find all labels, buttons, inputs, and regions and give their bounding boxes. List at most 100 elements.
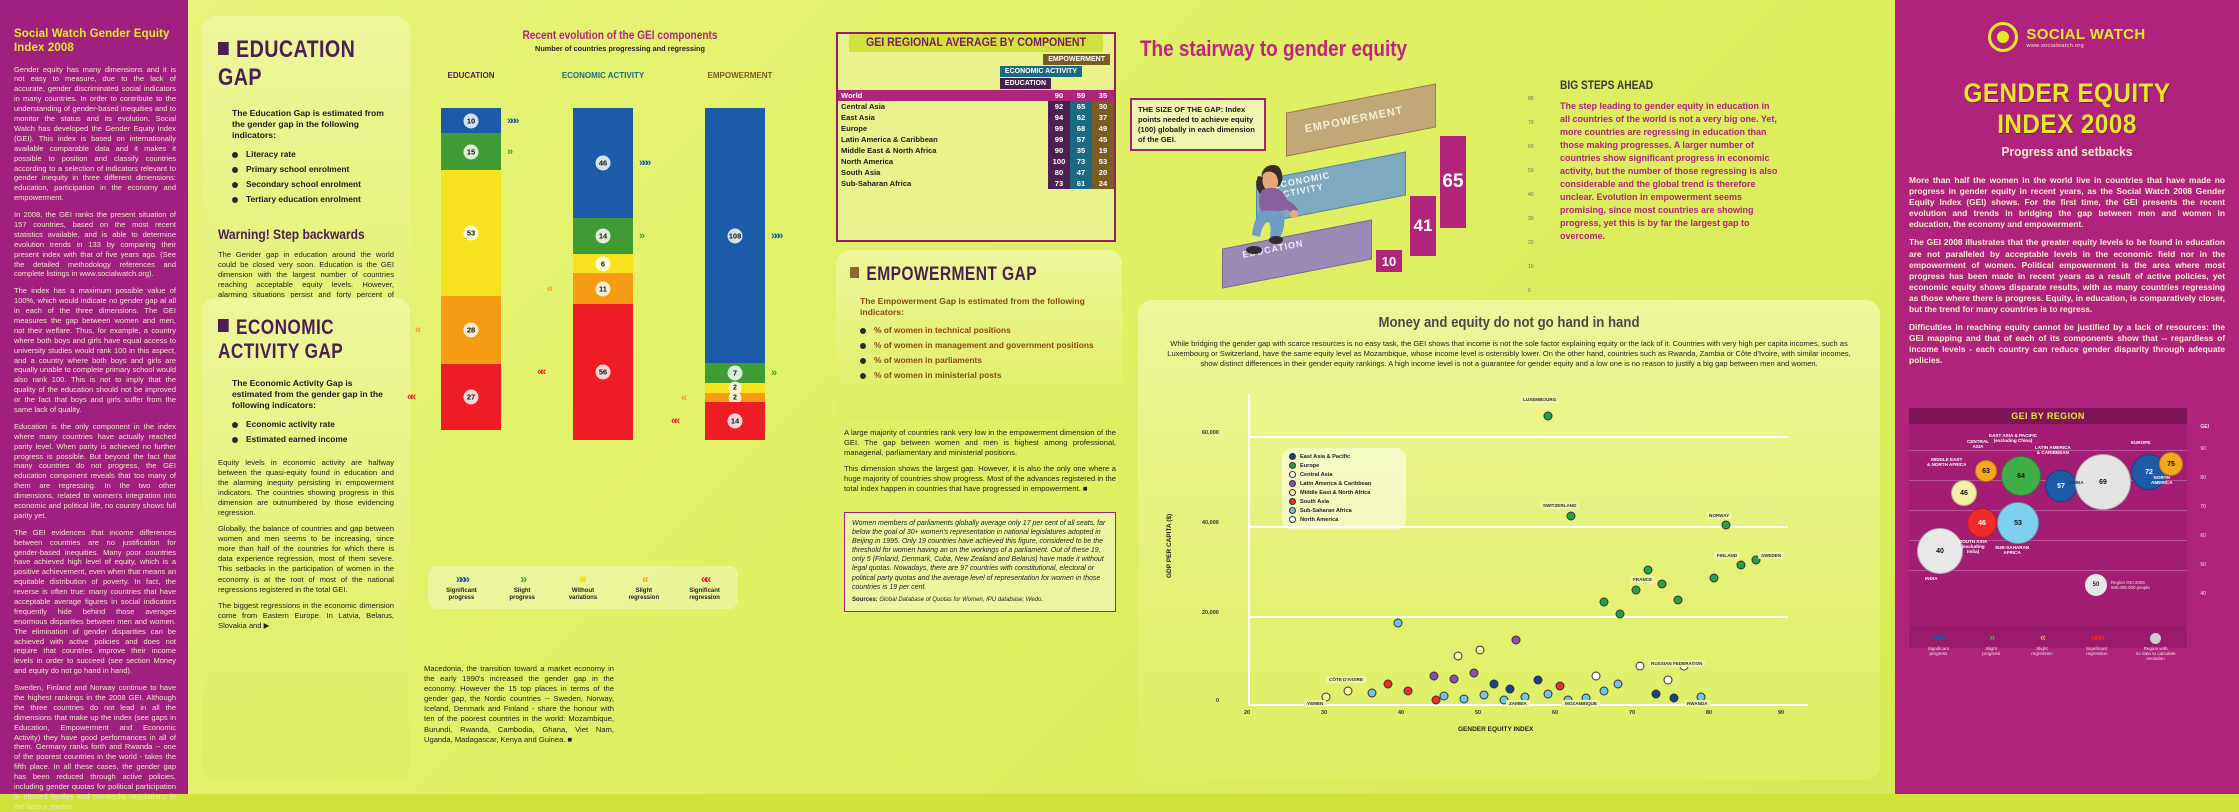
scatter-legend: East Asia & Pacific Europe Central Asia …: [1282, 448, 1406, 530]
legend-item: ««« Significant regression: [2073, 632, 2121, 661]
left-paragraph-1: Gender equity has many dimensions and it…: [14, 64, 176, 203]
sources-text: Global Database of Quotas for Women, IPU…: [879, 596, 1044, 603]
bubble-india: 40: [1917, 528, 1963, 574]
bar-empowerment: 108 »»» 7 » 2 2 « 14 ««: [671, 108, 783, 440]
table-row: North America 100 73 53: [838, 156, 1114, 167]
right-paragraph-1: More than half the women in the world li…: [1909, 175, 2225, 230]
list-item: % of women in ministerial posts: [860, 370, 1108, 380]
scatter-xlabel: GENDER EQUITY INDEX: [1458, 726, 1534, 733]
scale-caption-1: Region GEI 2008: [2111, 579, 2145, 585]
legend-dot-icon: [1289, 489, 1296, 496]
axis-tick: 80: [1528, 96, 1534, 102]
list-item: % of women in management and government …: [860, 340, 1108, 350]
gridline: [1248, 526, 1788, 528]
legend-dot-icon: [1289, 507, 1296, 514]
no-data-icon: [2150, 633, 2162, 644]
legend-item: «« Significant regression: [681, 573, 728, 602]
bubble-chart-title: GEI BY REGION: [1909, 408, 2187, 424]
list-item: Tertiary education enrolment: [232, 194, 394, 204]
bubble-label-north-america: NORTH AMERICA: [2151, 475, 2173, 485]
right-paragraph-2: The GEI 2008 illustrates that the greate…: [1909, 237, 2225, 315]
left-paragraph-3: The index has a maximum possible value o…: [14, 286, 176, 414]
social-watch-logo: SOCIAL WATCH www.socialwatch.org: [1909, 22, 2225, 52]
legend-item: « Slight regression: [2020, 632, 2064, 661]
axis-tick: 50: [1528, 168, 1534, 174]
education-indicator-list: Literacy rate Primary school enrolment S…: [232, 149, 394, 204]
axis-tick: 20: [1528, 240, 1534, 246]
list-item: Secondary school enrolment: [232, 179, 394, 189]
regional-average-table: GEI REGIONAL AVERAGE BY COMPONENT EMPOWE…: [836, 32, 1116, 242]
bubble-north-america: 75: [2159, 452, 2183, 476]
main-panel: EDUCATION GAP The Education Gap is estim…: [188, 0, 1895, 794]
legend-dot-icon: [1289, 498, 1296, 505]
slight-progress-arrow-icon: »: [639, 230, 645, 242]
point-label: MOZAMBIQUE: [1562, 700, 1600, 707]
social-watch-circle-icon: [1988, 22, 2019, 52]
axis-tick: 0: [1528, 288, 1531, 294]
scatter-ytick: 0: [1216, 698, 1220, 704]
legend-item: »»» Significant progress: [438, 573, 485, 602]
empowerment-gap-card: EMPOWERMENT GAP The Empowerment Gap is e…: [836, 250, 1122, 420]
right-column: SOCIAL WATCH www.socialwatch.org GENDER …: [1895, 0, 2239, 794]
brand-name: SOCIAL WATCH: [2026, 25, 2146, 43]
legend-dot-icon: [1289, 453, 1296, 460]
table-row: World 90 59 35: [838, 90, 1114, 101]
bubble-china-value: 69: [2099, 478, 2107, 486]
bar-value: 7: [727, 365, 743, 381]
axis-tick: 70: [2200, 504, 2206, 510]
gridline: [1909, 510, 2187, 511]
stairway-graphic: EMPOWERMENT 65 ECONOMIC ACTIVITY 41 EDUC…: [1222, 83, 1528, 298]
bar-value: 14: [727, 413, 743, 429]
bar-value: 46: [595, 155, 611, 171]
economic-body-3: The biggest regressions in the economic …: [218, 600, 394, 630]
list-item: Estimated earned income: [232, 434, 394, 444]
point-label: RWANDA: [1684, 700, 1711, 707]
education-gap-heading: EDUCATION GAP: [218, 36, 356, 91]
economic-body-extra: Macedonia, the transition toward a marke…: [424, 664, 614, 744]
bubble-axis: GEI 90 80 70 60 50 40: [2200, 424, 2209, 597]
legend-item: Sub-Saharan Africa: [1289, 507, 1399, 514]
list-item: % of women in technical positions: [860, 325, 1108, 335]
bubble-label-central-asia: CENTRAL ASIA: [1967, 439, 1989, 449]
table-row: Europe 99 68 49: [838, 123, 1114, 134]
bar-segment: 53: [441, 170, 501, 296]
empowerment-indicator-list: % of women in technical positions % of w…: [860, 325, 1108, 380]
bar-education: 10 »»» 15 » 53 28 « 27 ««: [407, 108, 519, 430]
scatter-xtick: 30: [1321, 710, 1328, 716]
bar-segment: 10 »»»: [441, 108, 519, 133]
scale-caption-2: 500.000.000 people: [2111, 585, 2150, 590]
point-label: SWITZERLAND: [1540, 502, 1580, 509]
slight-progress-icon: »: [520, 572, 527, 586]
point-label: ZAMBIA: [1506, 700, 1530, 707]
bubble-central-asia: 63: [1975, 460, 1997, 482]
bar-segment: 108 »»»: [705, 108, 783, 363]
bar-segment: 56 ««: [537, 304, 633, 440]
gridline: [1909, 450, 2187, 451]
axis-tick: 60: [1528, 144, 1534, 150]
axis-tick: 50: [2200, 562, 2206, 568]
chart-legend: »»» Significant progress » Slight progress…: [428, 566, 738, 609]
empowerment-body: A large majority of countries rank very …: [844, 428, 1116, 501]
gridline: [1248, 616, 1788, 618]
left-paragraph-4: Education is the only component in the i…: [14, 421, 176, 520]
warning-heading: Warning! Step backwards: [218, 225, 365, 242]
axis-tick: 60: [2200, 533, 2206, 539]
bar-segment: 11 «: [547, 273, 633, 304]
scatter-ylabel: GDP PER CAPITA ($): [1166, 513, 1173, 578]
legend-item: ■ Without variations: [560, 573, 607, 602]
axis-tick: 90: [2200, 446, 2206, 452]
slight-regression-icon: «: [2039, 632, 2046, 644]
axis-tick: 30: [1528, 216, 1534, 222]
axis-tick: 70: [1528, 120, 1534, 126]
significant-progress-arrow-icon: »»»: [507, 114, 519, 127]
slight-regression-arrow-icon: «: [681, 391, 687, 404]
legend-item: Middle East & North Africa: [1289, 489, 1399, 496]
big-steps-text: The step leading to gender equity in edu…: [1560, 101, 1778, 242]
bubble-label-china: CHINA: [2069, 480, 2084, 485]
axis-tick: 80: [2200, 475, 2206, 481]
scatter-xtick: 80: [1706, 710, 1713, 716]
legend-item: North America: [1289, 516, 1399, 523]
legend-dot-icon: [1289, 462, 1296, 469]
empowerment-body-2: This dimension shows the largest gap. Ho…: [844, 464, 1116, 494]
gridline: [1909, 540, 2187, 541]
